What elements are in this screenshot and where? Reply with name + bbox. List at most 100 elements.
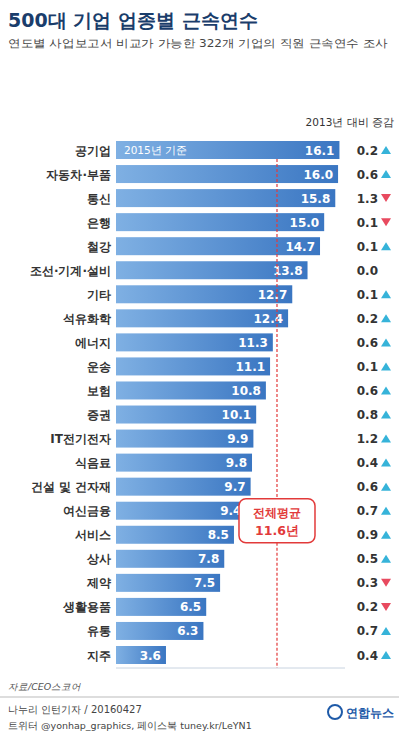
change-label: 0.6 — [357, 384, 378, 398]
change-label: 0.7 — [357, 624, 378, 638]
change-label: 0.1 — [357, 240, 378, 254]
change-up-arrow — [381, 411, 391, 419]
value-label: 3.6 — [140, 649, 161, 663]
average-line — [276, 159, 277, 499]
bar — [116, 285, 292, 303]
change-label: 0.3 — [357, 576, 378, 590]
footer-rule — [0, 697, 399, 698]
bar — [116, 550, 224, 568]
value-label: 10.8 — [231, 384, 261, 398]
value-label: 9.8 — [226, 456, 247, 470]
bar — [116, 454, 252, 472]
bar — [116, 189, 335, 207]
value-label: 9.9 — [227, 432, 248, 446]
bar — [116, 478, 251, 496]
value-label: 16.1 — [305, 144, 335, 158]
change-label: 0.7 — [357, 504, 378, 518]
bar — [116, 141, 339, 159]
category-label: 은행 — [87, 216, 111, 230]
change-down-arrow — [381, 194, 391, 202]
category-label: 통신 — [87, 192, 111, 206]
change-up-arrow — [381, 459, 391, 467]
bar — [116, 430, 253, 448]
change-label: 0.1 — [357, 360, 378, 374]
bar — [116, 406, 256, 424]
value-label: 12.4 — [253, 312, 283, 326]
category-label: 식음료 — [75, 456, 111, 470]
change-down-arrow — [381, 218, 391, 226]
change-up-arrow — [381, 146, 391, 154]
category-label: 유통 — [87, 624, 111, 638]
bar — [116, 646, 166, 664]
category-label: IT전기전자 — [50, 432, 111, 446]
value-label: 11.3 — [238, 336, 268, 350]
change-up-arrow — [381, 362, 391, 370]
change-label: 0.1 — [357, 288, 378, 302]
category-label: 상사 — [86, 552, 111, 566]
change-up-arrow — [381, 435, 391, 443]
value-label: 8.5 — [208, 528, 229, 542]
change-up-arrow — [381, 555, 391, 563]
bar — [116, 333, 273, 351]
bars — [116, 141, 339, 664]
category-label: 자동차·부품 — [46, 168, 111, 182]
change-down-arrow — [381, 579, 391, 587]
value-label: 14.7 — [285, 240, 315, 254]
change-label: 0.2 — [357, 600, 378, 614]
average-label: 전체평균 — [253, 506, 301, 520]
category-label: 조선·기계·설비 — [30, 264, 111, 278]
category-label: 생활용품 — [62, 600, 111, 614]
bar — [116, 598, 206, 616]
change-down-arrow — [381, 603, 391, 611]
change-label: 0.4 — [357, 456, 378, 470]
value-label: 7.8 — [198, 552, 219, 566]
change-up-arrow — [381, 290, 391, 298]
value-label: 15.8 — [301, 192, 331, 206]
change-label: 0.0 — [357, 264, 378, 278]
category-label: 여신금융 — [63, 504, 111, 518]
bar — [116, 502, 246, 520]
chart: 500대 기업 업종별 근속연수연도별 사업보고서 비교가 가능한 322개 기… — [0, 0, 399, 748]
subtitle: 연도별 사업보고서 비교가 가능한 322개 기업의 직원 근속연수 조사 — [8, 37, 388, 49]
category-label: 철강 — [87, 240, 111, 254]
category-label: 에너지 — [75, 336, 111, 350]
value-label: 6.3 — [177, 624, 198, 638]
change-label: 1.2 — [357, 432, 378, 446]
category-label: 지주 — [87, 649, 111, 663]
bar — [116, 213, 324, 231]
credit: 나누리 인턴기자 / 20160427 — [8, 704, 142, 715]
logo: 연합뉴스 — [346, 706, 394, 720]
change-label: 0.6 — [357, 168, 378, 182]
bar — [116, 381, 266, 399]
change-label: 0.4 — [357, 649, 378, 663]
bar — [116, 574, 220, 592]
value-label: 15.0 — [290, 216, 320, 230]
value-label: 9.7 — [224, 480, 245, 494]
logo-mark — [328, 705, 342, 719]
bar — [116, 237, 320, 255]
source: 자료/CEO스코어 — [8, 681, 81, 692]
change-label: 0.8 — [357, 408, 378, 422]
category-label: 서비스 — [75, 528, 111, 542]
change-up-arrow — [381, 531, 391, 539]
change-label: 0.6 — [357, 480, 378, 494]
value-label: 7.5 — [194, 576, 215, 590]
x-axis-line — [116, 668, 345, 669]
category-label: 기타 — [87, 288, 111, 302]
change-label: 0.2 — [357, 144, 378, 158]
category-label: 공기업 — [75, 144, 111, 158]
category-label: 증권 — [87, 408, 111, 422]
value-label: 12.7 — [258, 288, 288, 302]
change-label: 0.9 — [357, 528, 378, 542]
change-header: 2013년 대비 증감 — [306, 116, 394, 128]
average-box — [239, 499, 315, 543]
bar — [116, 357, 270, 375]
change-label: 0.1 — [357, 216, 378, 230]
change-up-arrow — [381, 314, 391, 322]
category-label: 운송 — [87, 360, 111, 374]
value-label: 6.5 — [180, 600, 201, 614]
annotation: 2015년 기준 — [124, 144, 187, 156]
bar — [116, 309, 288, 327]
average-label: 11.6년 — [255, 523, 299, 538]
credit: 트위터 @yonhap_graphics, 페이스북 tuney.kr/LeYN… — [8, 720, 252, 731]
